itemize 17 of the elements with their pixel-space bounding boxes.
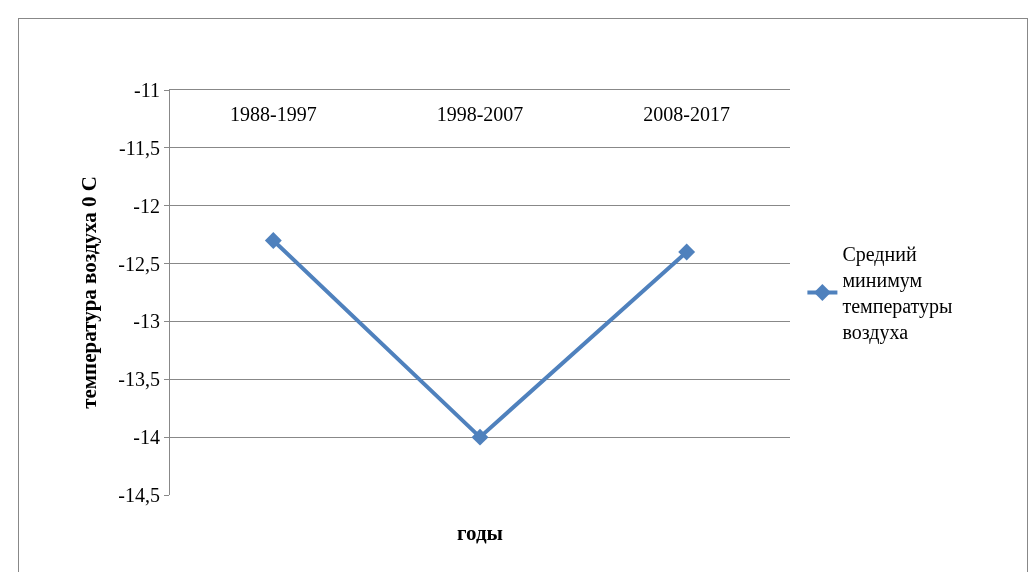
point	[471, 428, 489, 446]
y-axis-title: температура воздуха 0 С	[77, 176, 102, 409]
y-tick-label: -12	[133, 194, 160, 217]
y-tick-label: -14,5	[118, 484, 160, 506]
point	[264, 231, 282, 249]
y-tick-label: -13	[133, 310, 160, 333]
x-tick-label: 1998-2007	[436, 103, 524, 125]
x-axis-title: годы	[457, 521, 503, 545]
x-tick-label: 1988-1997	[229, 103, 317, 125]
point	[678, 243, 696, 261]
y-tick-label: -11,5	[119, 136, 160, 159]
x-tick-label: 2008-2017	[643, 103, 731, 125]
y-tick-label: -12,5	[118, 252, 160, 275]
y-tick-label: -13,5	[118, 368, 160, 391]
y-tick-label: -11	[134, 79, 160, 101]
legend-label: Средний минимум температуры воздуха	[842, 243, 953, 345]
y-tick-label: -14	[133, 426, 160, 449]
